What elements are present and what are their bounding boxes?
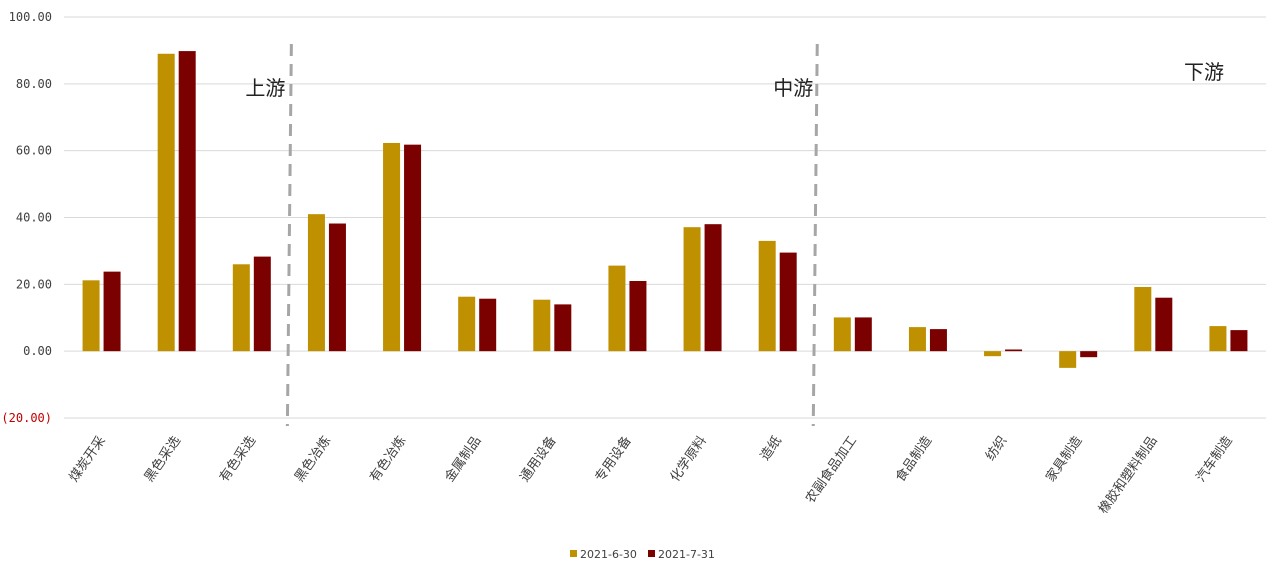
x-tick-label: 黑色冶炼 [291, 433, 334, 485]
bar-series-1 [232, 264, 250, 352]
x-tick-label: 金属制品 [442, 433, 485, 485]
y-tick-label: 40.00 [16, 211, 52, 225]
bar-series-2 [404, 144, 422, 352]
region-label: 下游 [1184, 60, 1224, 84]
bar-series-2 [1005, 349, 1023, 352]
bar-series-1 [157, 53, 175, 352]
bar-series-2 [328, 223, 346, 352]
bar-series-1 [833, 317, 851, 352]
bar-series-1 [383, 142, 401, 352]
region-label: 中游 [773, 76, 813, 100]
x-tick-label: 橡胶和塑料制品 [1095, 433, 1160, 517]
bar-series-2 [704, 224, 722, 352]
region-divider [811, 43, 819, 427]
bar-series-2 [779, 252, 797, 352]
x-tick-label: 煤炭开采 [67, 434, 109, 485]
legend-swatch [570, 550, 577, 557]
bar-series-2 [1155, 297, 1173, 352]
legend-swatch [648, 550, 655, 557]
x-tick-label: 造纸 [758, 434, 785, 464]
legend-label: 2021-7-31 [658, 548, 715, 561]
bar-series-2 [103, 271, 121, 352]
x-tick-label: 专用设备 [592, 433, 635, 485]
region-divider [285, 43, 293, 427]
legend: 2021-6-30 2021-7-31 [570, 548, 715, 561]
legend-label: 2021-6-30 [580, 548, 637, 561]
x-tick-label: 家具制造 [1043, 433, 1086, 485]
bar-series-1 [307, 214, 325, 352]
bar-series-2 [554, 304, 572, 352]
bar-series-2 [479, 298, 497, 352]
bar-series-1 [1209, 326, 1227, 352]
x-tick-label: 农副食品加工 [802, 433, 860, 506]
y-tick-label: (20.00) [1, 411, 52, 425]
region-dividers [285, 43, 819, 427]
y-tick-label: 0.00 [23, 344, 52, 358]
bar-series-1 [683, 227, 701, 352]
bar-series-2 [178, 51, 196, 352]
bar-series-2 [629, 280, 647, 352]
x-tick-label: 有色采选 [216, 433, 259, 485]
y-tick-label: 20.00 [16, 277, 52, 291]
x-tick-label: 汽车制造 [1193, 433, 1236, 485]
y-axis-ticks: 100.00 80.00 60.00 40.00 20.00 0.00 (20.00) [1, 10, 52, 425]
bar-series-1 [758, 240, 776, 352]
bar-series-2 [854, 317, 872, 352]
x-tick-label: 黑色采选 [141, 433, 184, 485]
bar-series-1 [608, 265, 626, 352]
bar-series-1 [984, 351, 1002, 357]
bar-series-1 [82, 280, 100, 352]
x-tick-label: 食品制造 [892, 433, 935, 485]
bar-series-1 [1059, 351, 1077, 368]
x-tick-label: 有色冶炼 [366, 433, 409, 485]
bar-series-2 [929, 329, 947, 352]
bar-series-2 [1080, 351, 1098, 358]
x-tick-label: 纺织 [983, 434, 1010, 464]
bar-series-1 [458, 296, 476, 352]
gridlines [64, 16, 1266, 419]
bar-series-2 [253, 256, 271, 352]
bars [82, 51, 1248, 368]
region-labels: 上游 中游 下游 [245, 60, 1224, 100]
bar-series-1 [1134, 287, 1152, 352]
bar-series-1 [908, 327, 926, 352]
bar-series-2 [1230, 330, 1248, 352]
x-tick-label: 通用设备 [517, 433, 560, 485]
bar-series-1 [533, 299, 551, 352]
y-tick-label: 60.00 [16, 144, 52, 158]
y-tick-label: 100.00 [9, 10, 52, 24]
y-tick-label: 80.00 [16, 77, 52, 91]
region-label: 上游 [245, 76, 285, 100]
x-axis-labels: 煤炭开采 黑色采选 有色采选 黑色冶炼 有色冶炼 金属制品 通用设备 专用设备 化学原料 造纸 农副… [67, 433, 1236, 517]
x-tick-label: 化学原料 [667, 433, 710, 485]
